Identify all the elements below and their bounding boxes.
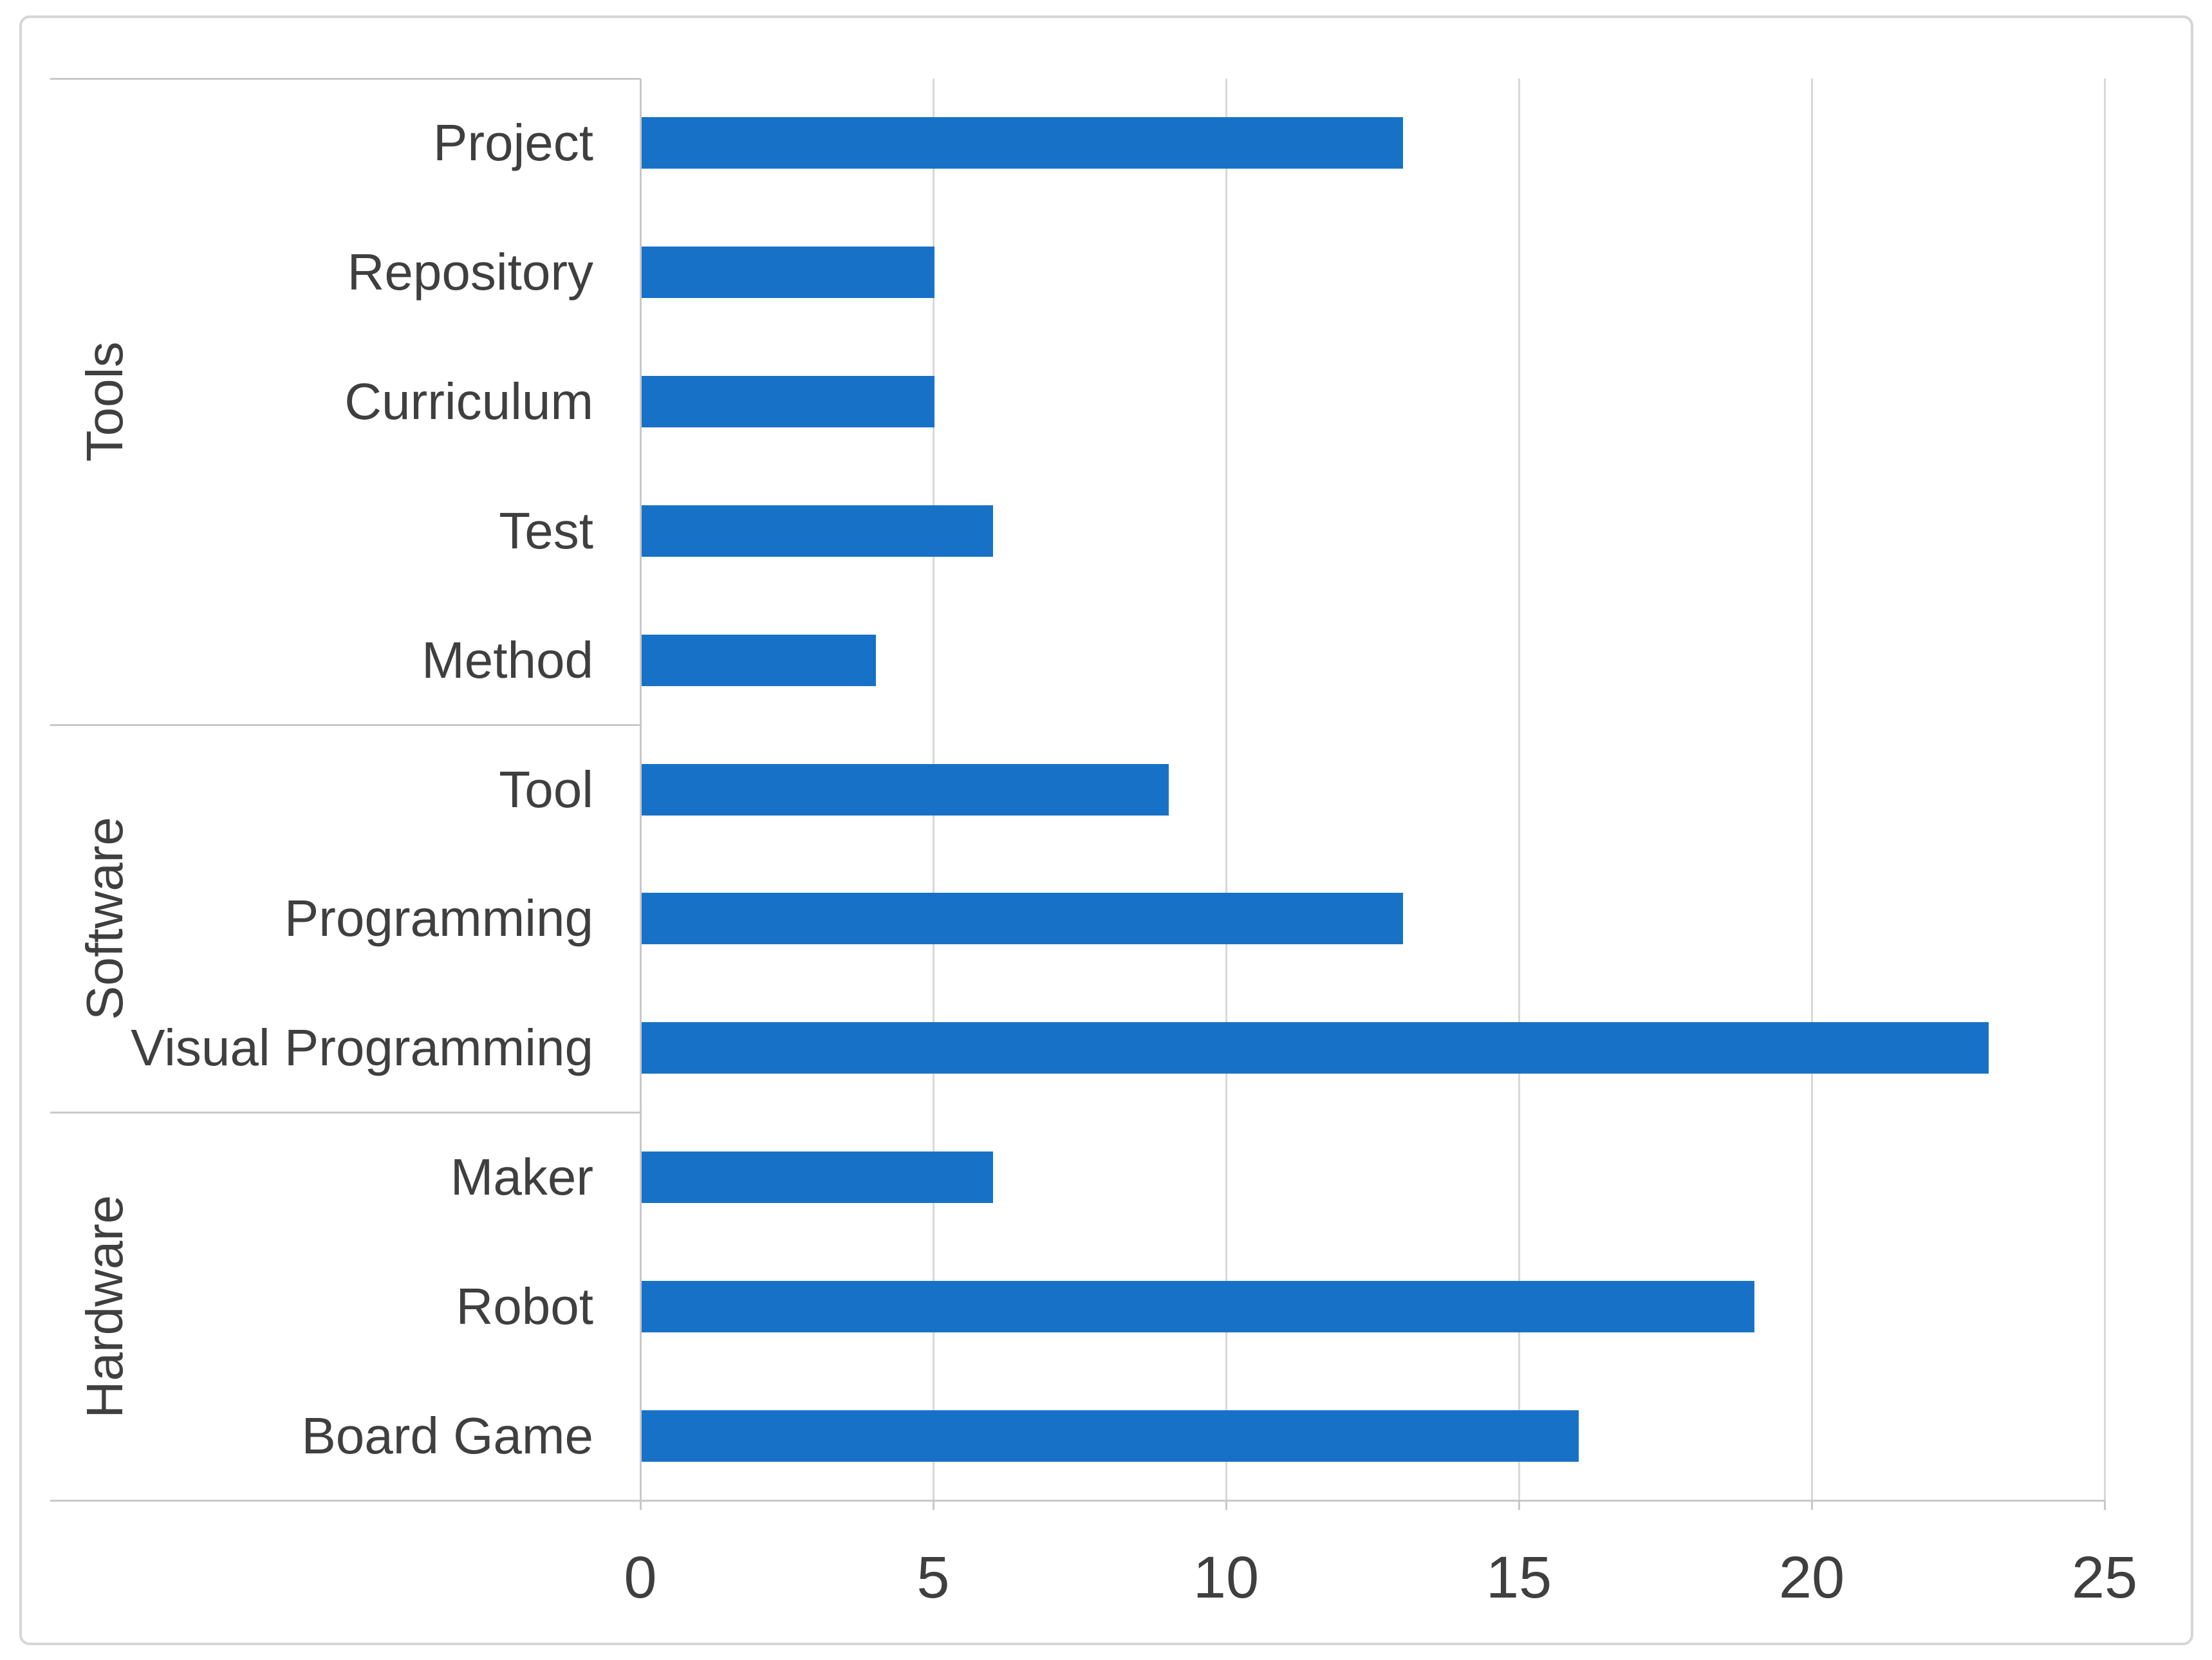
- category-label-programming: Programming: [284, 890, 593, 947]
- category-label-repository: Repository: [347, 243, 593, 301]
- bar-project: [641, 117, 1403, 169]
- x-tick-label-5: 5: [916, 1545, 950, 1610]
- bar-method: [641, 634, 876, 686]
- gridline-15: [1518, 79, 1520, 1500]
- axis-tick-20: [1810, 1500, 1813, 1510]
- x-tick-label-15: 15: [1485, 1545, 1552, 1610]
- bar-tool: [641, 763, 1169, 816]
- category-axis-line: [50, 1499, 2105, 1502]
- group-separator-line: [50, 723, 640, 726]
- category-label-tool: Tool: [499, 760, 593, 818]
- figure-border: [19, 15, 2193, 1645]
- bar-board-game: [641, 1410, 1579, 1462]
- bar-curriculum: [641, 376, 934, 428]
- gridline-25: [2103, 79, 2106, 1500]
- axis-tick-15: [1518, 1500, 1520, 1510]
- x-tick-label-20: 20: [1778, 1545, 1845, 1610]
- category-label-test: Test: [499, 501, 593, 559]
- gridline-10: [1225, 79, 1227, 1500]
- bar-test: [641, 505, 993, 557]
- category-label-project: Project: [433, 114, 593, 172]
- axis-tick-5: [932, 1500, 934, 1510]
- category-label-curriculum: Curriculum: [344, 373, 593, 431]
- x-tick-label-10: 10: [1193, 1545, 1259, 1610]
- category-label-maker: Maker: [450, 1148, 593, 1206]
- axis-tick-10: [1225, 1500, 1227, 1510]
- value-axis-line: [639, 79, 642, 1500]
- axis-tick-0: [639, 1500, 642, 1510]
- label-area-top-line: [50, 77, 640, 80]
- x-tick-label-25: 25: [2071, 1545, 2138, 1610]
- gridline-20: [1810, 79, 1813, 1500]
- bar-repository: [641, 247, 934, 299]
- category-label-visual-programming: Visual Programming: [131, 1019, 593, 1077]
- x-tick-label-0: 0: [624, 1545, 657, 1610]
- category-label-board-game: Board Game: [301, 1406, 593, 1464]
- bar-visual-programming: [641, 1022, 1989, 1074]
- category-label-method: Method: [422, 631, 593, 689]
- bar-maker: [641, 1151, 993, 1203]
- axis-tick-25: [2103, 1500, 2106, 1510]
- category-label-robot: Robot: [456, 1277, 593, 1335]
- group-separator-line: [50, 1112, 640, 1114]
- bar-robot: [641, 1280, 1754, 1332]
- bar-programming: [641, 893, 1403, 945]
